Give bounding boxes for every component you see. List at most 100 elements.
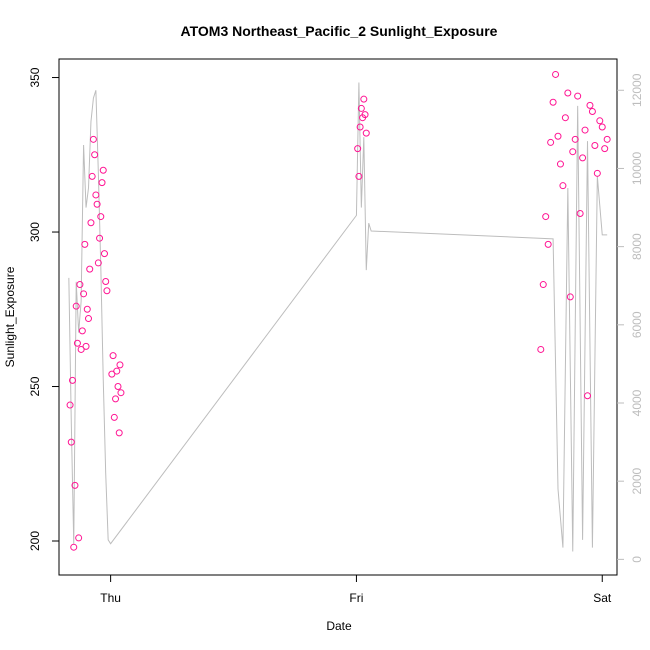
data-point	[80, 290, 88, 298]
y2-tick-label: 4000	[630, 389, 644, 416]
data-point	[99, 166, 107, 174]
data-point	[571, 135, 579, 143]
data-point	[115, 429, 123, 437]
secondary-series-line	[68, 82, 608, 552]
data-point	[110, 413, 118, 421]
data-point	[86, 265, 94, 273]
x-tick-label: Thu	[100, 591, 121, 605]
data-point	[360, 95, 368, 103]
data-point	[596, 117, 604, 125]
data-point	[82, 342, 90, 350]
y2-tick-label: 12000	[630, 73, 644, 107]
data-point	[75, 534, 83, 542]
data-point	[96, 234, 104, 242]
data-point	[588, 108, 596, 116]
data-point	[539, 281, 547, 289]
data-point	[549, 98, 557, 106]
data-point	[357, 104, 365, 112]
data-point	[564, 89, 572, 97]
y2-tick-label: 2000	[630, 468, 644, 495]
data-point	[361, 111, 369, 119]
data-point	[593, 169, 601, 177]
x-tick-label: Fri	[349, 591, 363, 605]
data-point	[554, 132, 562, 140]
y2-tick-label: 6000	[630, 311, 644, 338]
data-point	[109, 352, 117, 360]
data-point	[552, 70, 560, 78]
data-point	[598, 123, 606, 131]
secondary-series	[68, 82, 608, 552]
data-point	[547, 138, 555, 146]
data-point	[603, 135, 611, 143]
data-point	[591, 142, 599, 150]
data-point	[87, 219, 95, 227]
data-point	[73, 339, 81, 347]
data-point	[94, 259, 102, 267]
data-point	[71, 481, 79, 489]
data-point	[544, 240, 552, 248]
data-point	[108, 370, 116, 378]
data-point	[559, 182, 567, 190]
data-point	[355, 172, 363, 180]
data-point	[566, 293, 574, 301]
data-point	[97, 213, 105, 221]
chart-title: ATOM3 Northeast_Pacific_2 Sunlight_Expos…	[181, 23, 498, 39]
data-point	[89, 135, 97, 143]
primary-series	[66, 70, 611, 551]
data-point	[601, 145, 609, 153]
data-point	[116, 361, 124, 369]
data-point	[561, 114, 569, 122]
y-axis-right: 0 2000 4000 6000 8000 10000 12000	[617, 73, 644, 563]
data-point	[76, 281, 84, 289]
y2-tick-label: 8000	[630, 233, 644, 260]
x-tick-label: Sat	[593, 591, 612, 605]
data-point	[542, 213, 550, 221]
y-tick-label: 200	[28, 531, 42, 551]
data-point	[100, 250, 108, 258]
data-point	[72, 302, 80, 310]
y-axis-left: 200 250 300 350	[28, 67, 59, 551]
data-point	[362, 129, 370, 137]
data-point	[81, 240, 89, 248]
data-point	[103, 287, 111, 295]
y2-tick-label: 0	[630, 556, 644, 563]
data-point	[574, 92, 582, 100]
data-point	[92, 191, 100, 199]
data-point	[77, 345, 85, 353]
data-point	[576, 209, 584, 217]
data-point	[91, 151, 99, 159]
y-axis-label: Sunlight_Exposure	[3, 266, 17, 367]
x-axis: Thu Fri Sat	[100, 575, 612, 605]
data-point	[70, 543, 78, 551]
data-point	[78, 327, 86, 335]
data-point	[569, 148, 577, 156]
data-point	[66, 401, 74, 409]
data-point	[69, 376, 77, 384]
data-point	[114, 383, 122, 391]
data-point	[354, 145, 362, 153]
data-point	[93, 200, 101, 208]
x-axis-label: Date	[326, 619, 352, 633]
y-tick-label: 250	[28, 376, 42, 396]
data-point	[113, 367, 121, 375]
data-point	[579, 154, 587, 162]
data-point	[537, 345, 545, 353]
y-tick-label: 300	[28, 222, 42, 242]
data-point	[83, 305, 91, 313]
data-point	[102, 277, 110, 285]
data-point	[584, 392, 592, 400]
data-point	[88, 172, 96, 180]
y-tick-label: 350	[28, 67, 42, 87]
data-point	[112, 395, 120, 403]
data-point	[67, 438, 75, 446]
y2-tick-label: 10000	[630, 151, 644, 185]
plot-frame	[58, 58, 618, 576]
data-point	[581, 126, 589, 134]
data-point	[356, 123, 364, 131]
data-point	[98, 179, 106, 187]
data-point	[586, 101, 594, 109]
data-point	[117, 389, 125, 397]
data-point	[84, 315, 92, 323]
